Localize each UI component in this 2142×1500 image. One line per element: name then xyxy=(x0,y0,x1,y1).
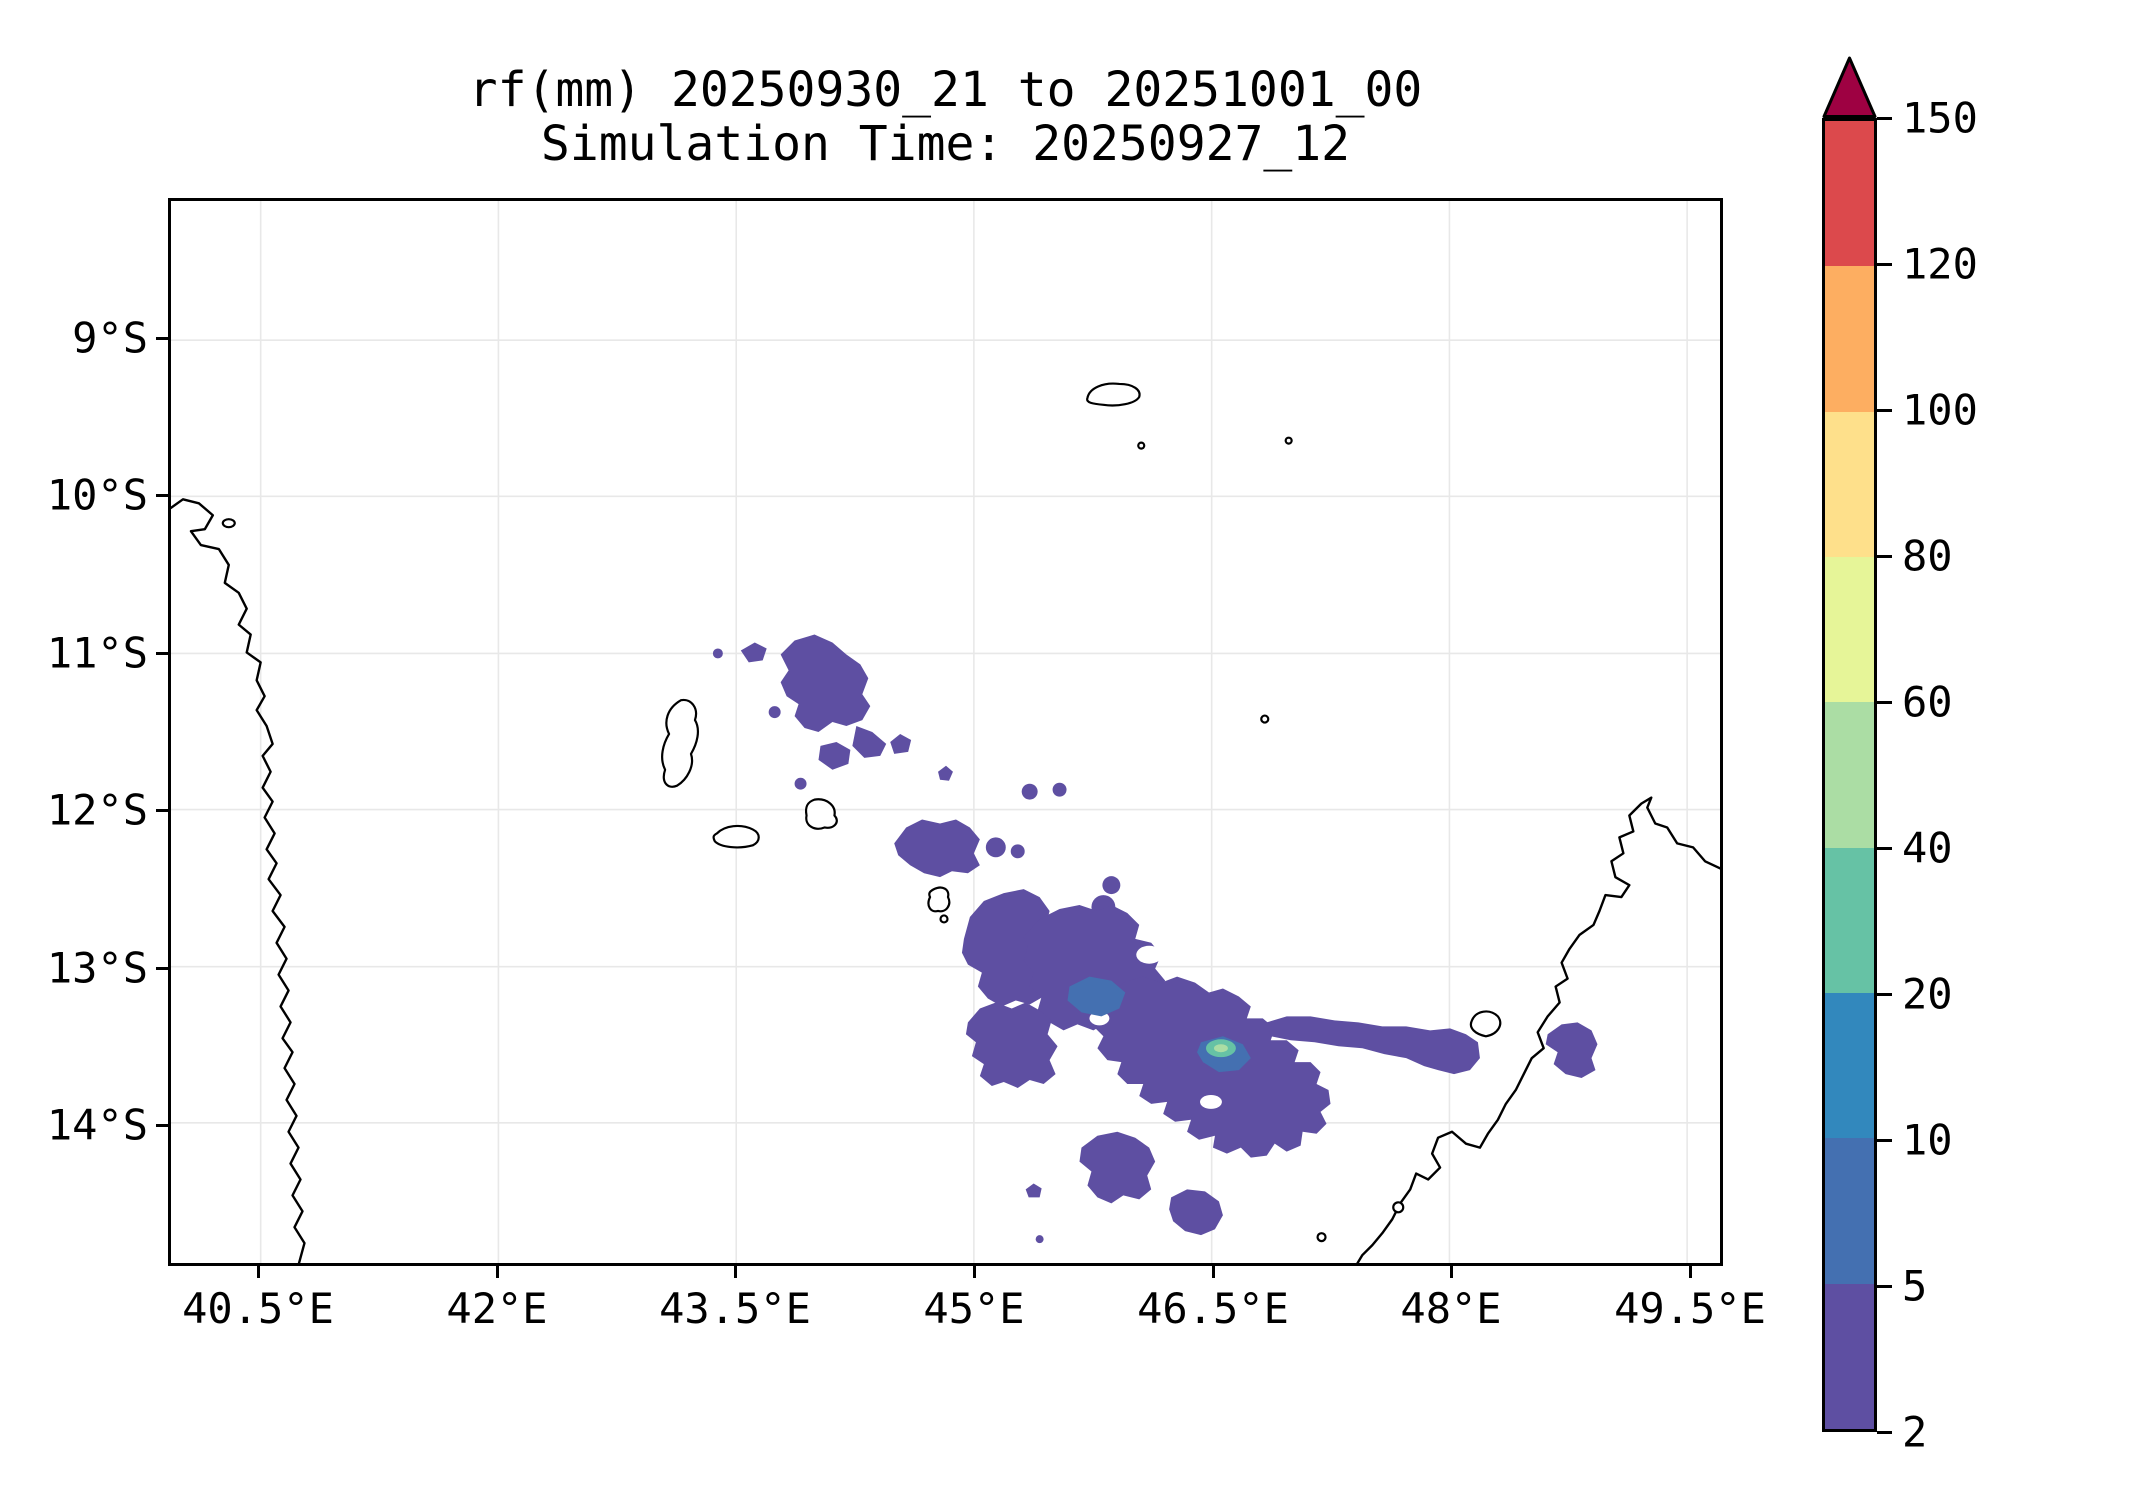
y-tick-label: 13°S xyxy=(46,943,148,993)
colorbar-tick-label: 5 xyxy=(1902,1261,1928,1311)
colorbar-tick-label: 120 xyxy=(1902,239,1978,289)
colorbar-gradient xyxy=(1822,118,1877,1432)
colorbar-tick-label: 20 xyxy=(1902,969,1953,1019)
islet-glorioso xyxy=(1260,714,1270,724)
islet-north-2 xyxy=(1284,436,1293,445)
island-nosy-be xyxy=(1469,1010,1502,1038)
figure-subtitle: Simulation Time: 20250927_12 xyxy=(540,116,1351,172)
islet-mozambique-coast xyxy=(221,518,236,529)
y-tick-mark xyxy=(156,966,168,970)
x-tick-mark xyxy=(1449,1266,1453,1278)
x-tick-mark xyxy=(1211,1266,1215,1278)
y-tick-label: 11°S xyxy=(46,628,148,678)
figure-title: rf(mm) 20250930_21 to 20251001_00 xyxy=(468,62,1423,118)
colorbar-tick-label: 60 xyxy=(1902,677,1953,727)
map-plot-area xyxy=(168,198,1723,1266)
island-mayotte xyxy=(927,886,951,913)
rain-contour-center xyxy=(1213,1044,1228,1053)
colorbar-tick-mark xyxy=(1877,1138,1892,1142)
map-gridlines xyxy=(171,201,1720,1263)
colorbar-tick-label: 100 xyxy=(1902,385,1978,435)
x-tick-mark xyxy=(1688,1266,1692,1278)
x-tick-label: 43.5°E xyxy=(659,1284,811,1333)
colorbar-tick-label: 10 xyxy=(1902,1115,1953,1165)
colorbar-segment xyxy=(1825,121,1874,267)
y-tick-mark xyxy=(156,493,168,497)
island-moheli xyxy=(712,824,760,849)
colorbar-segment xyxy=(1825,411,1874,557)
colorbar-tick-mark xyxy=(1877,116,1892,120)
colorbar-tick-mark xyxy=(1877,700,1892,704)
colorbar-tick-label: 80 xyxy=(1902,531,1953,581)
colorbar-tick-mark xyxy=(1877,554,1892,558)
colorbar-tick-mark xyxy=(1877,408,1892,412)
colorbar-extend-triangle xyxy=(1822,56,1877,118)
x-tick-mark xyxy=(256,1266,260,1278)
colorbar-segment xyxy=(1825,556,1874,703)
coastlines xyxy=(171,498,1720,1263)
islands xyxy=(221,382,1502,1243)
x-tick-label: 48°E xyxy=(1400,1284,1502,1333)
rain-holes xyxy=(1089,945,1222,1109)
coastline-mozambique xyxy=(171,498,306,1263)
island-mayotte-islet xyxy=(939,914,949,924)
island-grande-comore xyxy=(661,698,700,788)
x-tick-mark xyxy=(495,1266,499,1278)
coastline-madagascar xyxy=(1356,796,1720,1263)
colorbar-segment xyxy=(1825,1283,1874,1429)
y-tick-label: 14°S xyxy=(46,1100,148,1150)
map-svg xyxy=(171,201,1720,1263)
colorbar-tick-mark xyxy=(1877,846,1892,850)
x-tick-mark xyxy=(972,1266,976,1278)
y-tick-label: 12°S xyxy=(46,785,148,835)
y-tick-mark xyxy=(156,651,168,655)
colorbar-segment xyxy=(1825,702,1874,848)
colorbar-tick-label: 2 xyxy=(1902,1407,1928,1457)
y-tick-mark xyxy=(156,1123,168,1127)
x-tick-label: 46.5°E xyxy=(1137,1284,1289,1333)
y-tick-mark xyxy=(156,336,168,340)
colorbar-segment xyxy=(1825,266,1874,412)
x-tick-label: 45°E xyxy=(923,1284,1025,1333)
colorbar-segment xyxy=(1825,847,1874,993)
x-tick-label: 49.5°E xyxy=(1614,1284,1766,1333)
colorbar-tick-mark xyxy=(1877,1430,1892,1434)
y-tick-label: 9°S xyxy=(72,313,148,363)
colorbar-tick-mark xyxy=(1877,992,1892,996)
rain-contours-2-5mm xyxy=(712,634,1598,1244)
islet-north-1 xyxy=(1137,441,1146,450)
islet-madagascar-2 xyxy=(1316,1232,1327,1243)
y-tick-label: 10°S xyxy=(46,470,148,520)
island-anjouan xyxy=(804,798,838,830)
islet-madagascar-1 xyxy=(1392,1201,1405,1214)
colorbar-segment xyxy=(1825,992,1874,1139)
colorbar-segment xyxy=(1825,1138,1874,1284)
colorbar-tick-label: 150 xyxy=(1902,93,1978,143)
x-tick-label: 40.5°E xyxy=(182,1284,334,1333)
colorbar-tick-label: 40 xyxy=(1902,823,1953,873)
island-aldabra-atoll xyxy=(1086,382,1141,407)
colorbar-tick-mark xyxy=(1877,1284,1892,1288)
x-tick-label: 42°E xyxy=(446,1284,548,1333)
colorbar-tick-mark xyxy=(1877,262,1892,266)
x-tick-mark xyxy=(733,1266,737,1278)
y-tick-mark xyxy=(156,808,168,812)
